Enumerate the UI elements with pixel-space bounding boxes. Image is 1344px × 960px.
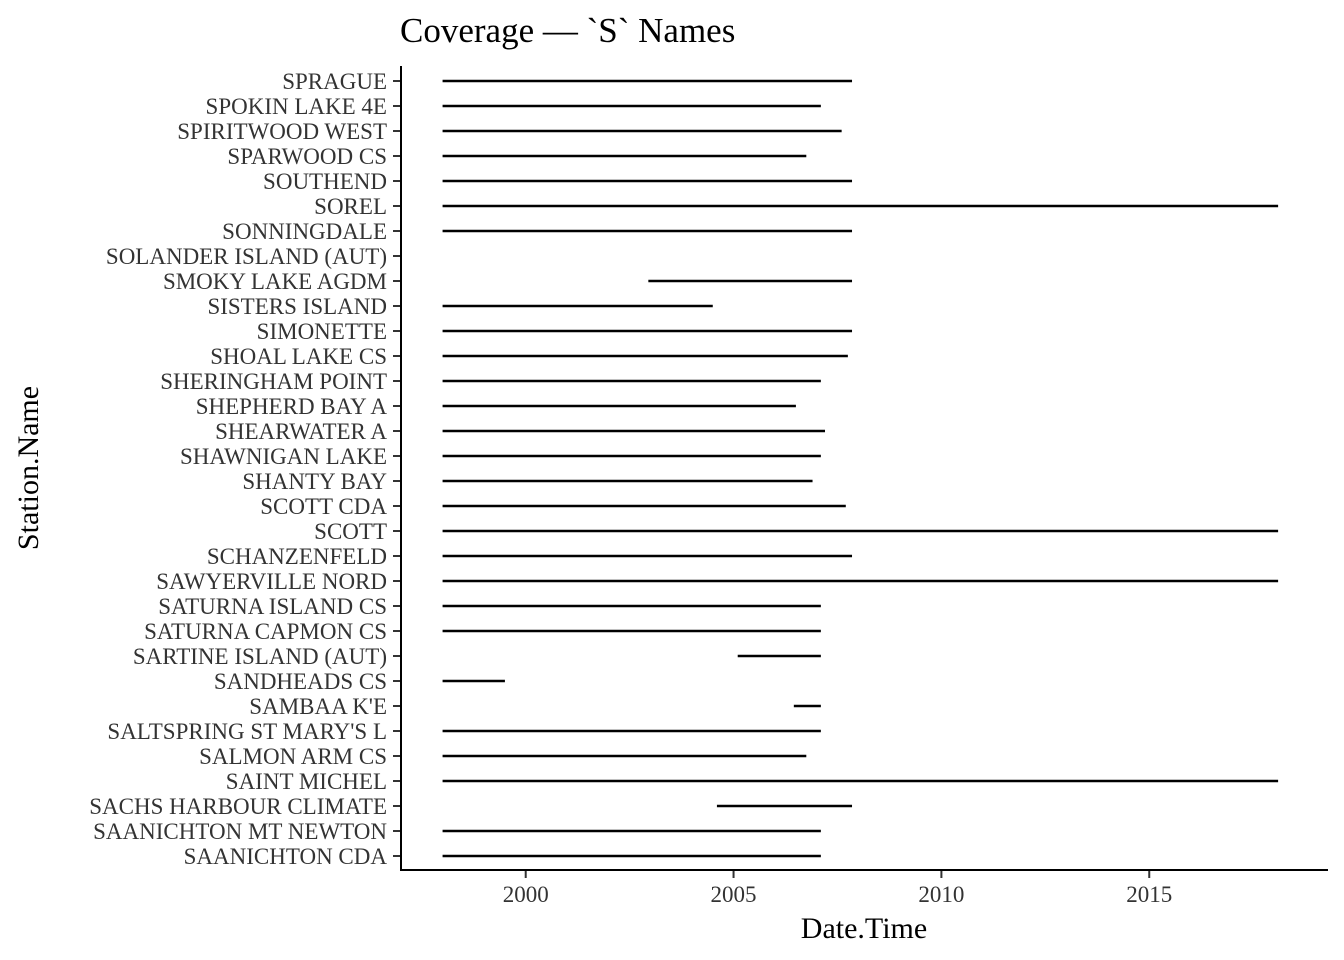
y-tick-label: SCOTT CDA bbox=[260, 494, 387, 519]
y-tick-label: SATURNA ISLAND CS bbox=[158, 594, 387, 619]
y-tick-label: SCOTT bbox=[314, 519, 387, 544]
y-tick-label: SATURNA CAPMON CS bbox=[144, 619, 387, 644]
x-tick-label: 2015 bbox=[1126, 882, 1172, 907]
y-tick-label: SOREL bbox=[314, 194, 387, 219]
y-tick-label: SAWYERVILLE NORD bbox=[156, 569, 387, 594]
y-tick-label: SHAWNIGAN LAKE bbox=[180, 444, 387, 469]
y-tick-label: SARTINE ISLAND (AUT) bbox=[133, 644, 387, 669]
y-tick-label: SAMBAA K'E bbox=[249, 694, 387, 719]
coverage-segments bbox=[442, 79, 1279, 858]
y-tick-label: SISTERS ISLAND bbox=[207, 294, 387, 319]
y-tick-label: SAINT MICHEL bbox=[226, 769, 387, 794]
y-tick-label: SHERINGHAM POINT bbox=[160, 369, 387, 394]
y-tick-label: SPOKIN LAKE 4E bbox=[206, 94, 387, 119]
y-tick-label: SPRAGUE bbox=[282, 69, 387, 94]
y-tick-label: SPIRITWOOD WEST bbox=[177, 119, 387, 144]
y-tick-label: SPARWOOD CS bbox=[227, 144, 387, 169]
y-tick-label: SALMON ARM CS bbox=[199, 744, 387, 769]
y-tick-label: SOLANDER ISLAND (AUT) bbox=[106, 244, 387, 269]
x-tick-label: 2005 bbox=[711, 882, 757, 907]
y-tick-label: SALTSPRING ST MARY'S L bbox=[107, 719, 387, 744]
y-tick-label: SHOAL LAKE CS bbox=[210, 344, 387, 369]
x-tick-label: 2010 bbox=[918, 882, 964, 907]
y-tick-label: SHEARWATER A bbox=[215, 419, 387, 444]
y-tick-label: SIMONETTE bbox=[257, 319, 387, 344]
y-tick-label: SONNINGDALE bbox=[222, 219, 387, 244]
y-tick-label: SMOKY LAKE AGDM bbox=[163, 269, 387, 294]
y-tick-label: SHANTY BAY bbox=[242, 469, 387, 494]
x-axis-ticks: 2000 2005 2010 2015 bbox=[503, 870, 1172, 907]
x-axis-title: Date.Time bbox=[801, 912, 927, 945]
y-axis-title: Station.Name bbox=[12, 386, 45, 550]
y-tick-label: SANDHEADS CS bbox=[214, 669, 387, 694]
chart-title: Coverage — `S` Names bbox=[400, 11, 735, 50]
y-tick-label: SHEPHERD BAY A bbox=[196, 394, 388, 419]
x-tick-label: 2000 bbox=[503, 882, 549, 907]
y-tick-label: SAANICHTON CDA bbox=[184, 844, 388, 869]
y-tick-label: SCHANZENFELD bbox=[207, 544, 387, 569]
y-tick-label: SOUTHEND bbox=[263, 169, 387, 194]
y-tick-label: SAANICHTON MT NEWTON bbox=[93, 819, 387, 844]
y-tick-label: SACHS HARBOUR CLIMATE bbox=[89, 794, 387, 819]
